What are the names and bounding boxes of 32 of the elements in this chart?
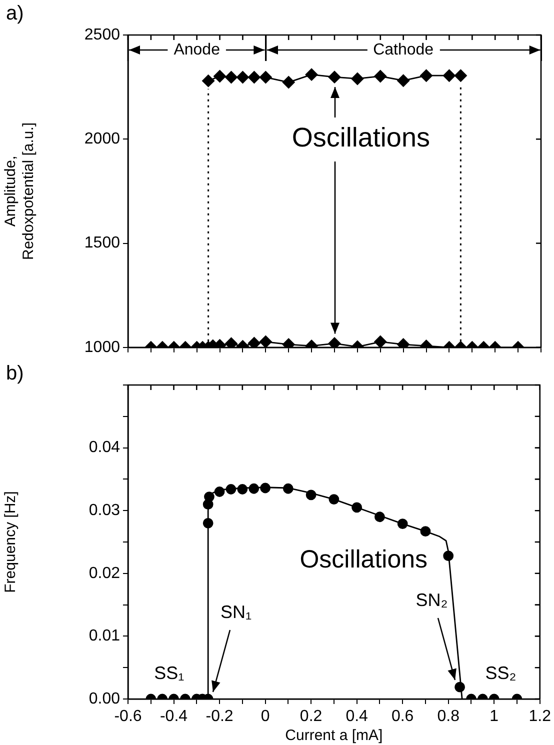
y-axis-title: Frequency [Hz]	[2, 491, 20, 593]
annotation: SS₂	[485, 662, 516, 683]
annotation: Oscillations	[300, 546, 428, 574]
annotation: Anode	[174, 41, 220, 58]
y-tick-label: 0.04	[88, 439, 120, 456]
y-tick-label: 2000	[84, 130, 120, 148]
x-tick-label: -0.6	[114, 708, 142, 726]
y-tick-label: 0.02	[88, 564, 120, 582]
y-axis-title: Amplitude, Redoxpotential [a.u.]	[2, 122, 38, 260]
y-tick-label: 2500	[84, 26, 120, 44]
x-tick-label: 0.4	[346, 708, 368, 726]
x-tick-label: -0.4	[160, 708, 188, 726]
y-tick-label: 0.00	[88, 690, 120, 708]
annotation: SS₁	[154, 662, 184, 683]
chart-title: b)	[6, 362, 24, 385]
y-tick-label: 1000	[84, 338, 120, 356]
x-axis-title: Current a [mA]	[285, 727, 383, 744]
x-tick-label: 0.6	[391, 708, 414, 726]
x-tick-label: 0.2	[300, 708, 322, 726]
x-tick-label: 0	[260, 708, 270, 726]
chart-title: a)	[6, 2, 24, 25]
annotation: Cathode	[373, 41, 434, 58]
annotation: SN₂	[416, 590, 448, 610]
y-tick-label: 0.03	[88, 502, 120, 520]
y-tick-label: 1500	[84, 234, 120, 252]
x-tick-label: 1.2	[528, 708, 552, 726]
annotation: SN₁	[220, 602, 252, 622]
y-tick-label: 0.01	[88, 628, 120, 645]
annotation: Oscillations	[292, 122, 430, 152]
x-tick-label: 0.8	[437, 708, 460, 726]
x-tick-label: -0.2	[206, 708, 234, 726]
x-tick-label: 1	[490, 708, 499, 726]
